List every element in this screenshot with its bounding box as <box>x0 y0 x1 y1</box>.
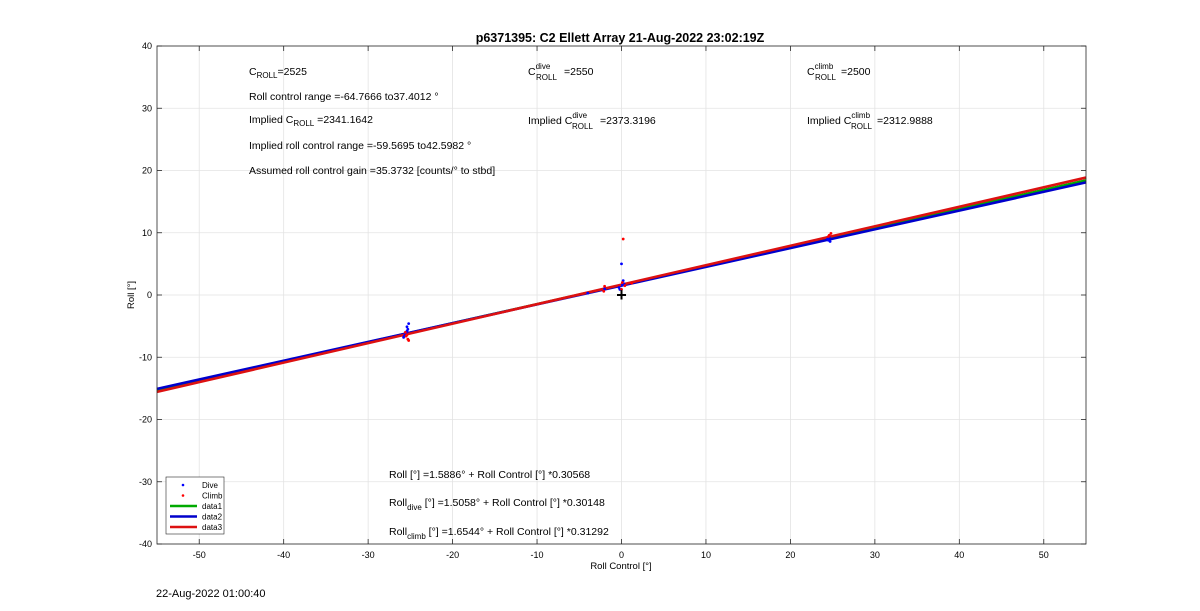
x-tick-label: 40 <box>954 550 964 560</box>
climb-point <box>829 231 833 235</box>
climb-point <box>407 339 411 342</box>
dive-point <box>620 262 623 266</box>
x-tick-label: -50 <box>193 550 206 560</box>
climb-point <box>403 330 407 334</box>
x-axis-label: Roll Control [°] <box>590 561 651 572</box>
legend-label: Dive <box>202 481 219 490</box>
x-tick-label: 20 <box>785 550 795 560</box>
origin-marker: + <box>616 285 627 305</box>
dive-point <box>402 335 406 339</box>
x-tick-label: -30 <box>362 550 375 560</box>
dive-point <box>603 287 607 291</box>
y-tick-label: 40 <box>142 41 152 51</box>
legend-label: data1 <box>202 502 223 511</box>
climb-point <box>827 235 830 238</box>
dive-point <box>828 240 832 243</box>
legend-label: data2 <box>202 513 223 522</box>
y-tick-label: -40 <box>139 539 152 549</box>
x-tick-label: 10 <box>701 550 711 560</box>
x-tick-label: 0 <box>619 550 624 560</box>
dive-point <box>586 291 590 295</box>
y-tick-label: 20 <box>142 166 152 176</box>
origin-plus-marker: + <box>616 285 627 305</box>
climb-point <box>621 237 625 241</box>
legend-label: Climb <box>202 492 223 501</box>
axis-ticks: -50 -40 -30 -20 -10 0 10 20 30 40 50 -40 -30 -20 -10 0 1… <box>139 41 1086 560</box>
legend-label: data3 <box>202 523 223 532</box>
climb-point <box>602 289 606 293</box>
dive-point <box>826 237 829 241</box>
x-tick-label: -40 <box>277 550 290 560</box>
x-tick-label: -10 <box>531 550 544 560</box>
y-tick-label: -10 <box>139 352 152 362</box>
y-tick-label: 0 <box>147 290 152 300</box>
annotation-assumed-gain: Assumed roll control gain =35.3732 [coun… <box>249 165 495 177</box>
dive-point <box>405 325 409 329</box>
y-tick-label: 30 <box>142 103 152 113</box>
legend-swatch-dive <box>181 483 185 487</box>
climb-point <box>620 287 623 291</box>
x-tick-label: 50 <box>1039 550 1049 560</box>
annotation-implied-roll-range: Implied roll control range =-59.5695 to4… <box>249 140 471 152</box>
x-tick-label: 30 <box>870 550 880 560</box>
plot-frame <box>156 45 1087 545</box>
y-tick-label: 10 <box>142 228 152 238</box>
annotation-roll-control-range: Roll control range =-64.7666 to37.4012 ° <box>249 91 439 103</box>
annotation-c-roll-dive: Cdive ROLL =2550 <box>528 62 594 82</box>
x-tick-label: -20 <box>446 550 459 560</box>
fit-equation-dive: Rolldive [°] =1.5058° + Roll Control [°]… <box>389 497 605 512</box>
footer-timestamp: 22-Aug-2022 01:00:40 <box>156 588 266 600</box>
data-points <box>402 231 833 342</box>
dive-point <box>406 327 410 331</box>
climb-point <box>623 284 627 288</box>
climb-point <box>620 281 624 284</box>
annotation-implied-c-roll-dive: Implied Cdive ROLL =2373.3196 <box>528 111 656 131</box>
y-tick-label: -30 <box>139 477 152 487</box>
climb-point <box>603 284 607 288</box>
climb-point <box>405 333 409 337</box>
legend-swatch-climb <box>181 494 185 497</box>
climb-point <box>630 281 634 285</box>
y-tick-label: -20 <box>139 415 152 425</box>
y-axis-label: Roll [°] <box>126 281 137 309</box>
annotation-c-roll: CROLL=2525 <box>249 66 307 80</box>
dive-point <box>407 322 411 326</box>
chart-title: p6371395: C2 Ellett Array 21-Aug-2022 23… <box>476 31 765 45</box>
annotation-c-roll-climb: Cclimb ROLL =2500 <box>807 62 871 82</box>
fit-equation-all: Roll [°] =1.5886° + Roll Control [°] *0.… <box>389 469 590 481</box>
fit-equation-climb: Rollclimb [°] =1.6544° + Roll Control [°… <box>389 526 609 541</box>
annotation-implied-c-roll: Implied CROLL =2341.1642 <box>249 114 373 128</box>
annotation-implied-c-roll-climb: Implied Cclimb ROLL =2312.9888 <box>807 111 933 131</box>
